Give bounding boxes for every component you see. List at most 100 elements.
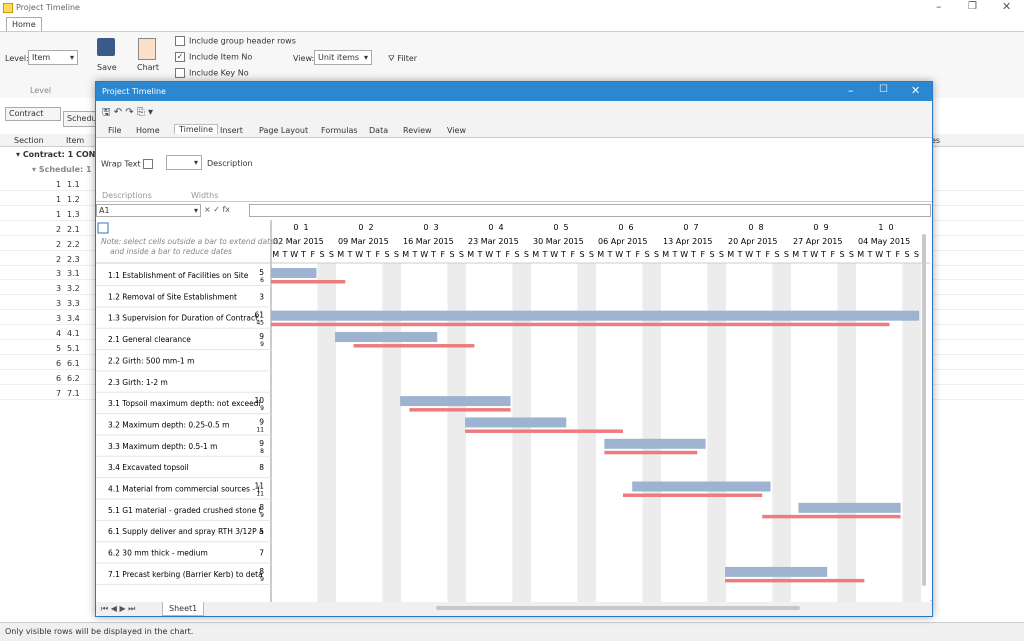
day-letter: T	[606, 250, 612, 259]
save-icon[interactable]	[97, 38, 115, 56]
save-label[interactable]: Save	[97, 63, 117, 72]
sheet-nav[interactable]: ⏮ ◀ ▶ ⏭	[101, 604, 136, 613]
day-letter: S	[515, 250, 520, 259]
menu-tab[interactable]: View	[447, 126, 466, 135]
check-1[interactable]: Include group header rows	[175, 36, 296, 46]
day-letter: S	[645, 250, 650, 259]
schedule-label: Schedul	[67, 114, 99, 123]
day-letter: W	[485, 250, 493, 259]
day-letter: W	[810, 250, 818, 259]
schedule-button[interactable]: Schedul	[63, 111, 105, 127]
menu-tab[interactable]: Review	[403, 126, 432, 135]
check-2[interactable]: ✓ Include Item No	[175, 52, 253, 62]
actual-days: 8	[260, 448, 264, 455]
scrollbar[interactable]	[436, 606, 800, 610]
check-label: Include Item No	[189, 52, 253, 62]
quick-access[interactable]: 🖫 ↶ ↷ ⎘ ▾	[102, 107, 154, 118]
planned-days: 9	[259, 439, 264, 448]
section-cell: 6	[56, 358, 62, 368]
chart-icon[interactable]	[138, 38, 156, 60]
day-letter: S	[385, 250, 390, 259]
day-letter: T	[885, 250, 891, 259]
day-letter: S	[784, 250, 789, 259]
menu-tab[interactable]: Timeline	[174, 124, 219, 134]
menu-tabs: File Home Timeline Insert Page Layout Formula…	[96, 124, 932, 137]
planned-days: 3	[259, 292, 264, 301]
check-3[interactable]: Include Key No	[175, 68, 249, 78]
section-cell: 3	[56, 299, 62, 309]
week-date: 02 Mar 2015	[273, 237, 324, 246]
day-letter: F	[700, 250, 705, 259]
formula-buttons[interactable]: × ✓ fx	[204, 205, 231, 214]
week-number: 02	[358, 223, 378, 232]
day-letter: M	[532, 250, 539, 259]
menu-tab[interactable]: Formulas	[321, 126, 358, 135]
contract-button[interactable]: Contract	[5, 107, 61, 121]
sheet-tab[interactable]: Sheet1	[162, 601, 205, 616]
minimize[interactable]: –	[848, 84, 854, 97]
formula-bar[interactable]	[249, 204, 931, 217]
item-cell: 3.2	[67, 284, 80, 294]
task-name: 3.2 Maximum depth: 0.25-0.5 m	[108, 420, 229, 429]
day-letter: S	[329, 250, 334, 259]
menu-tab[interactable]: Data	[369, 126, 389, 135]
filter-button[interactable]: ⛛ Filter	[388, 54, 418, 63]
item-cell: 6.2	[67, 373, 80, 383]
maximize[interactable]: ☐	[879, 84, 888, 95]
view-value: Unit items	[318, 53, 360, 62]
week-number: 03	[423, 223, 443, 232]
section-cell: 2	[56, 224, 62, 234]
check-label: Include group header rows	[189, 36, 296, 46]
level-select[interactable]: Item ▾	[28, 50, 78, 65]
selected-cell	[97, 222, 109, 234]
day-letter: T	[300, 250, 306, 259]
minimize[interactable]: –	[936, 0, 942, 13]
day-letter: M	[727, 250, 734, 259]
planned-bar	[271, 310, 920, 321]
day-letter: W	[420, 250, 428, 259]
restore[interactable]: ❐	[968, 1, 977, 12]
wrap-text[interactable]: Wrap Text	[101, 159, 157, 169]
week-number: 07	[683, 223, 703, 232]
chart-label[interactable]: Chart	[137, 63, 159, 72]
menu-tab[interactable]: Insert	[220, 126, 243, 135]
actual-bar	[725, 578, 865, 583]
day-letter: M	[597, 250, 604, 259]
check-label: Include Key No	[189, 68, 249, 78]
week-number: 08	[748, 223, 768, 232]
weekend-shade	[382, 263, 401, 602]
actual-days: 9	[260, 512, 264, 519]
menu-tab[interactable]: File	[108, 126, 122, 135]
day-letter: T	[820, 250, 826, 259]
week-number: 01	[293, 223, 313, 232]
task-name: 1.3 Supervision for Duration of Contract	[108, 314, 258, 323]
day-letter: T	[346, 250, 352, 259]
day-letter: F	[830, 250, 835, 259]
day-letter: S	[394, 250, 399, 259]
name-box[interactable]: A1 ▾	[96, 204, 201, 217]
actual-bar	[353, 344, 475, 348]
planned-bar	[725, 566, 828, 577]
task-name: 1.1 Establishment of Facilities on Site	[108, 271, 249, 280]
menu-tab[interactable]: Home	[136, 126, 160, 135]
cell-ref: A1	[99, 206, 110, 215]
dropdown-arrow: ▾	[363, 53, 368, 62]
sheet-bar: ⏮ ◀ ▶ ⏭ Sheet1	[96, 600, 932, 616]
view-select[interactable]: Unit items ▾	[314, 50, 372, 65]
week-date: 23 Mar 2015	[468, 237, 519, 246]
close[interactable]: ✕	[1002, 0, 1012, 13]
v-scrollbar	[922, 234, 926, 586]
day-letter: T	[866, 250, 872, 259]
menu-tab[interactable]: Page Layout	[259, 126, 309, 135]
group-label: Level	[30, 86, 52, 95]
dropdown-arrow: ▾	[193, 206, 198, 215]
actual-days: 9	[260, 341, 264, 348]
view-label: View:	[293, 54, 315, 63]
dropdown-arrow: ▾	[193, 158, 198, 167]
close[interactable]: ✕	[911, 84, 921, 97]
level-label: Level:	[5, 54, 29, 63]
week-number: 09	[813, 223, 833, 232]
home-tab[interactable]: Home	[6, 17, 42, 31]
width-select[interactable]: ▾	[166, 155, 202, 170]
